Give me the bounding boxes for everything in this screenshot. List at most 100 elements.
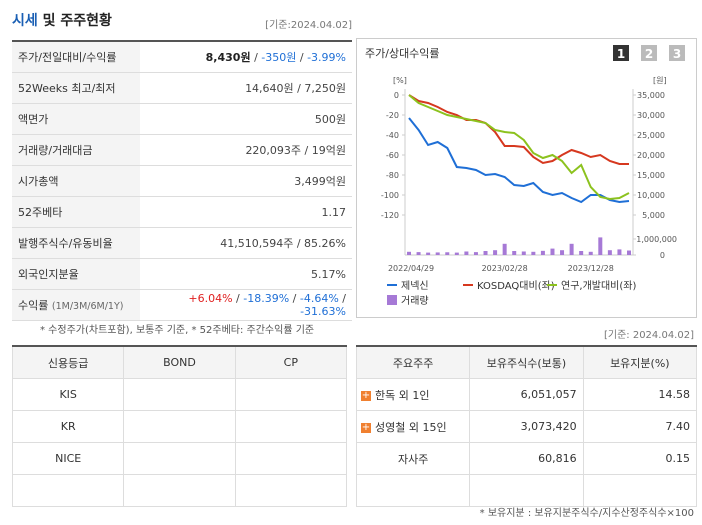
holders-table: 주요주주 보유주식수(보통) 보유지분(%) + 한독 외 1인 6,051,057 14.…: [355, 345, 698, 507]
volume-bar: [569, 243, 574, 255]
row: [11, 474, 348, 507]
header-row: 주요주주 보유주식수(보통) 보유지분(%): [355, 345, 698, 379]
x-tick-label: 2022/04/29: [388, 264, 434, 273]
title-rest: 및 주주현황: [42, 13, 112, 29]
y-tick-label: -20: [386, 111, 399, 120]
page-button-bg: [641, 45, 657, 61]
value: 8,430원: [205, 51, 251, 64]
y2-tick-label: 20,000: [637, 151, 665, 160]
legend-label: 제넥신: [401, 280, 429, 292]
row: [355, 474, 698, 507]
volume-bar: [607, 250, 612, 255]
row-value: +6.04% / -18.39% / -4.64% / -31.63%: [140, 289, 352, 321]
page-button[interactable]: 3: [669, 45, 685, 61]
row-label: 주가/전일대비/수익률: [12, 41, 140, 73]
shares: 60,816: [469, 442, 584, 475]
volume-bar: [445, 252, 450, 255]
legend-swatch: [387, 295, 397, 305]
row-value: 14,640원 / 7,250원: [140, 72, 352, 104]
chart: 주가/상대수익률 1 2 3 [%] [원] 0 -20 -40 -60 -80 -100 -120 35…: [365, 45, 685, 307]
row-value: 8,430원 / -350원 / -3.99%: [140, 41, 352, 73]
volume-bar: [454, 252, 459, 255]
header-cell: CP: [234, 345, 348, 379]
x-tick-label: 2023/02/28: [482, 264, 528, 273]
row: 발행주식수/유동비율 41,510,594주 / 85.26%: [12, 227, 352, 259]
cell: [234, 442, 348, 475]
note: * 보유지분 : 보유지분주식수/지수산정주식수×100: [479, 508, 694, 519]
label: 거래량/거래대금: [18, 144, 93, 157]
value: 14,640원: [245, 82, 294, 95]
holder-name: + 한독 외 1인: [355, 378, 471, 411]
expand-button[interactable]: +: [361, 389, 371, 401]
page-button-bg: [613, 45, 629, 61]
row: 거래량/거래대금 220,093주 / 19억원: [12, 134, 352, 166]
volume-bar: [512, 251, 517, 255]
y-tick-label: 0: [394, 91, 399, 100]
separator: /: [289, 292, 300, 305]
volume-bar: [435, 252, 440, 255]
row-value: 41,510,594주 / 85.26%: [140, 227, 352, 259]
volume-bar: [473, 252, 478, 255]
page-button[interactable]: 1: [613, 45, 629, 61]
y-tick-label: -40: [386, 131, 399, 140]
row: 액면가 500원: [12, 103, 352, 135]
y2-tick-label: 35,000: [637, 91, 665, 100]
volume-bar: [407, 251, 411, 255]
header-cell: 보유지분(%): [582, 345, 698, 379]
separator: /: [232, 292, 244, 305]
volume-bar: [540, 250, 545, 255]
name: 자사주: [397, 452, 429, 466]
value: -3.99%: [307, 51, 346, 64]
value: 7,250원: [304, 82, 346, 95]
cell: [123, 410, 236, 443]
volume-bar: [550, 248, 555, 255]
volume-tick-label: 0: [660, 251, 665, 260]
row: + 성영철 외 15인 3,073,420 7.40: [355, 410, 698, 443]
volume-tick-label: 1,000,000: [636, 235, 677, 244]
volume-bar: [588, 251, 593, 255]
page-button[interactable]: 2: [641, 45, 657, 61]
row-value: 220,093주 / 19억원: [140, 134, 352, 166]
row: 외국인지분율 5.17%: [12, 258, 352, 290]
row-label: 외국인지분율: [12, 258, 140, 290]
separator: /: [301, 144, 312, 157]
expand-button[interactable]: +: [361, 421, 371, 433]
volume-bar: [483, 251, 488, 255]
note: * 수정주가(차트포함), 보통주 기준, * 52주베타: 주간수익률 기준: [40, 325, 315, 336]
row-value: 3,499억원: [140, 165, 352, 197]
name: 성영철 외 15인: [375, 420, 447, 434]
legend-label: 연구,개발대비(좌): [561, 280, 636, 292]
y-tick-label: -100: [381, 191, 399, 200]
value: -31.63%: [300, 305, 346, 318]
label: 발행주식수/유동비율: [18, 237, 113, 250]
shares: [469, 474, 584, 507]
row: + 한독 외 1인 6,051,057 14.58: [355, 378, 698, 411]
cell: NICE: [11, 442, 125, 475]
cell: [234, 474, 348, 507]
page-button-label: 1: [617, 47, 625, 61]
row: KR: [11, 410, 348, 443]
y2-tick-label: 5,000: [642, 211, 665, 220]
shares: 3,073,420: [469, 410, 584, 443]
value: 1.17: [321, 205, 347, 219]
row: 시가총액 3,499억원: [12, 165, 352, 197]
credit-table: 신용등급 BOND CP KIS KR NICE: [11, 345, 348, 507]
cell: [123, 474, 236, 507]
percent: 14.58: [582, 378, 698, 411]
series-line: [408, 94, 629, 165]
separator: /: [293, 82, 305, 95]
as-of: [기준: 2024.04.02]: [603, 330, 694, 341]
label: 주가/전일대비/수익률: [18, 51, 117, 64]
value: -18.39%: [243, 292, 290, 305]
value: +6.04%: [188, 292, 233, 305]
label: 시가총액: [18, 175, 59, 188]
y-tick-label: -80: [386, 171, 399, 180]
y-tick-label: -120: [381, 211, 399, 220]
separator: /: [293, 237, 305, 250]
volume-bar: [493, 250, 498, 255]
y2-tick-label: 30,000: [637, 111, 665, 120]
volume-bar: [464, 251, 469, 255]
row: KIS: [11, 378, 348, 411]
row: 수익률 (1M/3M/6M/1Y) +6.04% / -18.39% / -4.6…: [12, 289, 352, 321]
